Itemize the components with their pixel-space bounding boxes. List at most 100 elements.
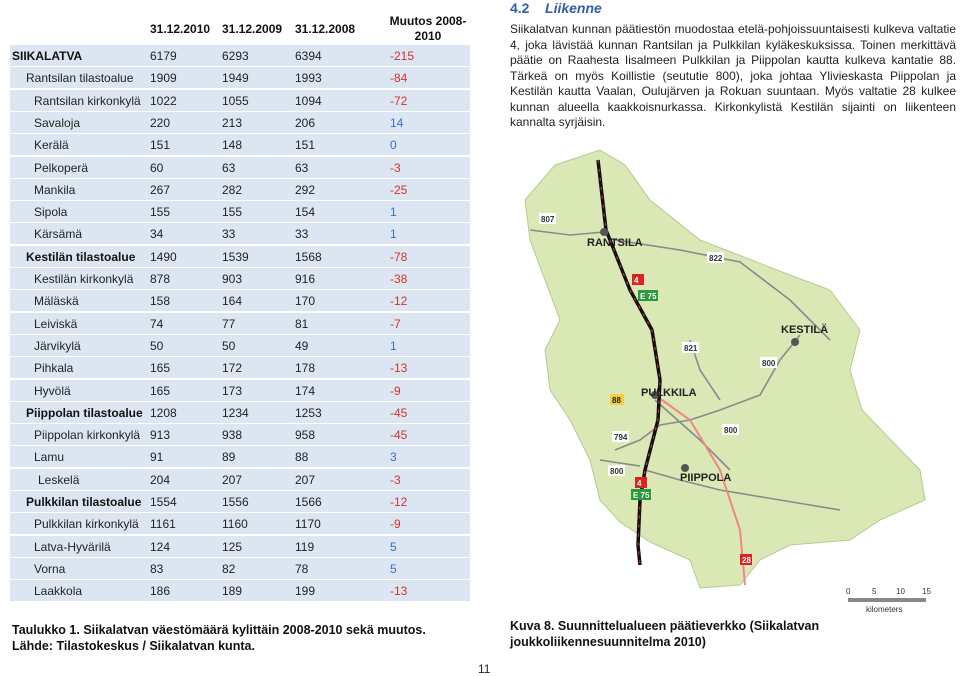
row-value: -3 bbox=[390, 472, 401, 487]
row-value: 1 bbox=[390, 338, 397, 353]
row-label: Lamu bbox=[34, 450, 65, 465]
row-value: 1022 bbox=[150, 93, 177, 108]
section-heading: 4.2 Liikenne bbox=[510, 0, 602, 16]
row-label: Hyvölä bbox=[34, 383, 71, 398]
row-value: -45 bbox=[390, 428, 408, 443]
label-box bbox=[682, 342, 699, 353]
table-row: Lamu 91 89 88 3 bbox=[10, 446, 470, 468]
town-dot bbox=[681, 464, 689, 472]
page-number: 11 bbox=[478, 662, 491, 676]
road-shield: 28 bbox=[742, 556, 751, 565]
row-value: 1566 bbox=[295, 495, 322, 509]
header-cell: 31.12.2010 bbox=[150, 22, 211, 36]
row-value: 151 bbox=[295, 138, 316, 153]
row-value: 207 bbox=[222, 472, 243, 487]
road-number: 800 bbox=[724, 426, 738, 435]
row-value: 148 bbox=[222, 138, 243, 153]
row-label: Savaloja bbox=[34, 115, 81, 130]
label-box bbox=[638, 290, 658, 301]
table-row: Kestilän kirkonkylä 878 903 916 -38 bbox=[10, 268, 470, 289]
road-number: 794 bbox=[614, 433, 628, 442]
road-number: 807 bbox=[541, 215, 555, 224]
road-shield: 4 bbox=[634, 276, 639, 285]
table-caption: Taulukko 1. Siikalatvan väestömäärä kyli… bbox=[12, 623, 426, 653]
table-row: Leiviskä 74 77 81 -7 bbox=[10, 312, 470, 334]
row-label: Kärsämä bbox=[34, 227, 83, 242]
row-value: -13 bbox=[390, 584, 408, 599]
row-value: 151 bbox=[150, 138, 171, 153]
row-label: Piippolan tilastoalue bbox=[26, 405, 143, 420]
row-label: Kestilän kirkonkylä bbox=[34, 272, 134, 286]
road-number: 800 bbox=[610, 467, 624, 476]
row-value: 1568 bbox=[295, 249, 322, 264]
row-value: 1094 bbox=[295, 93, 322, 108]
table-row: Sipola 155 155 154 1 bbox=[10, 201, 470, 223]
row-value: 174 bbox=[295, 383, 316, 398]
row-value: 1234 bbox=[222, 405, 249, 420]
row-label: Leiviskä bbox=[34, 316, 78, 331]
row-value: 913 bbox=[150, 428, 171, 443]
row-label: Pulkkilan tilastoalue bbox=[26, 495, 142, 509]
row-value: -38 bbox=[390, 272, 408, 286]
row-value: 50 bbox=[222, 338, 236, 353]
table-row: Rantsilan kirkonkylä 1022 1055 1094 -72 bbox=[10, 89, 470, 111]
row-label: Järvikylä bbox=[34, 338, 81, 353]
town-label: KESTILÄ bbox=[781, 323, 828, 336]
row-value: 83 bbox=[150, 561, 164, 576]
row-value: 49 bbox=[295, 338, 309, 353]
row-value: 63 bbox=[222, 160, 236, 175]
table-row: Rantsilan tilastoalue 1909 1949 1993 -84 bbox=[10, 67, 470, 89]
row-value: 938 bbox=[222, 428, 243, 443]
row-value: 14 bbox=[390, 115, 404, 130]
row-value: 60 bbox=[150, 160, 164, 175]
row-value: 165 bbox=[150, 383, 171, 398]
row-label: Pihkala bbox=[34, 361, 74, 376]
table-row: Vorna 83 82 78 5 bbox=[10, 557, 470, 579]
row-label: Latva-Hyvärilä bbox=[34, 539, 111, 554]
table-row: Pelkoperä 60 63 63 -3 bbox=[10, 156, 470, 178]
scale-label: 10 bbox=[896, 587, 905, 596]
row-value: 903 bbox=[222, 272, 243, 286]
row-value: 124 bbox=[150, 539, 171, 554]
row-value: 1161 bbox=[150, 517, 176, 532]
row-value: 199 bbox=[295, 584, 316, 599]
town-dot bbox=[791, 338, 799, 346]
town-dot bbox=[651, 391, 659, 399]
table-row: Leskelä 204 207 207 -3 bbox=[10, 468, 470, 490]
row-value: 82 bbox=[222, 561, 236, 576]
row-value: 916 bbox=[295, 272, 316, 286]
row-value: -9 bbox=[390, 383, 401, 398]
table-row: Piippolan kirkonkylä 913 938 958 -45 bbox=[10, 424, 470, 446]
label-box bbox=[612, 431, 629, 442]
table-row: Järvikylä 50 50 49 1 bbox=[10, 334, 470, 356]
row-value: -84 bbox=[390, 71, 408, 86]
row-value: -25 bbox=[390, 182, 408, 197]
row-value: 220 bbox=[150, 115, 171, 130]
label-box bbox=[740, 554, 752, 565]
table-row: Pihkala 165 172 178 -13 bbox=[10, 357, 470, 379]
town-label: PULKKILA bbox=[641, 387, 697, 399]
row-value: 154 bbox=[295, 205, 316, 220]
row-value: 207 bbox=[295, 472, 316, 487]
row-value: 170 bbox=[295, 294, 316, 309]
table-row: Kärsämä 34 33 33 1 bbox=[10, 223, 470, 245]
row-value: 33 bbox=[295, 227, 309, 242]
row-value: 89 bbox=[222, 450, 236, 465]
header-cell: 31.12.2009 bbox=[222, 22, 283, 36]
label-box bbox=[608, 465, 625, 476]
row-value: 155 bbox=[150, 205, 171, 220]
table-row: Latva-Hyvärilä 124 125 119 5 bbox=[10, 535, 470, 557]
scale-label: 15 bbox=[922, 587, 931, 596]
header-cell: Muutos 2008-2010 bbox=[389, 14, 467, 43]
row-label: Sipola bbox=[34, 205, 68, 220]
row-value: 1556 bbox=[222, 495, 249, 509]
row-value: 165 bbox=[150, 361, 171, 376]
row-value: 282 bbox=[222, 182, 243, 197]
header-cell: 31.12.2008 bbox=[295, 22, 356, 36]
row-value: 1993 bbox=[295, 71, 322, 86]
row-value: 1 bbox=[390, 205, 397, 220]
row-label: Rantsilan kirkonkylä bbox=[34, 93, 141, 108]
row-label: Pulkkilan kirkonkylä bbox=[34, 517, 139, 532]
row-value: 5 bbox=[390, 539, 397, 554]
